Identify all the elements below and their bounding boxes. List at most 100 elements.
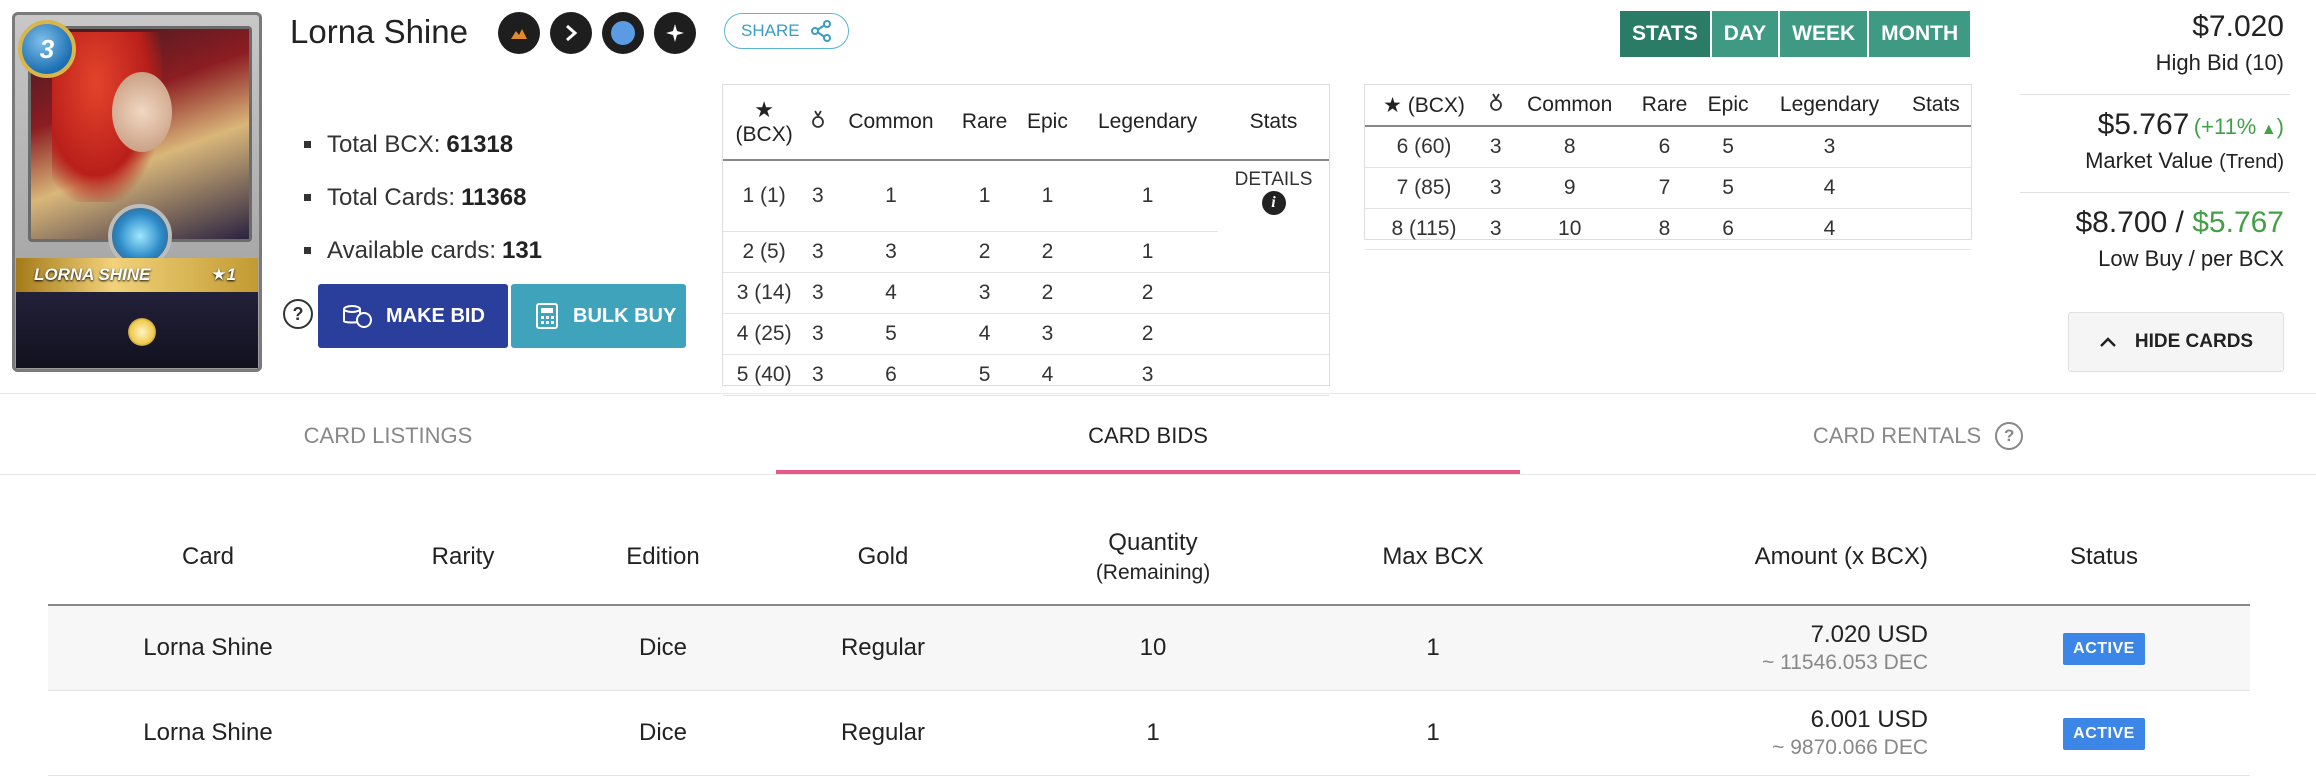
bid-edition: Dice [558, 690, 768, 776]
trend-up-icon: ▲ [2260, 121, 2277, 138]
rare-column-header: Rare [951, 85, 1018, 161]
month-period-button[interactable]: MONTH [1869, 11, 1971, 57]
table-row[interactable]: Lorna Shine Dice Regular 1 1 6.001 USD ~… [48, 690, 2250, 776]
common-column-header: Common [830, 85, 952, 161]
tab-card-listings[interactable]: CARD LISTINGS [303, 423, 473, 448]
help-icon[interactable]: ? [1995, 422, 2024, 450]
make-bid-label: MAKE BID [386, 304, 485, 327]
bid-amount: 7.020 USD ~ 11546.053 DEC [1558, 605, 1958, 691]
active-tab-indicator [776, 470, 1520, 474]
bid-gold: Regular [768, 605, 998, 691]
bid-max-bcx: 1 [1308, 690, 1558, 776]
status-column-header[interactable]: Status [1958, 510, 2250, 606]
card-totals: Total BCX: 61318 Total Cards: 11368 Availa… [304, 118, 542, 277]
info-icon[interactable]: i [1261, 191, 1286, 215]
card-ability-icon [128, 318, 156, 346]
available-cards: Available cards: 131 [304, 224, 542, 277]
bid-amount: 6.001 USD ~ 9870.066 DEC [1558, 690, 1958, 776]
edition-column-header[interactable]: Edition [558, 510, 768, 606]
level-column-header: ★ (BCX) [1365, 85, 1483, 127]
divider [2020, 94, 2290, 95]
rare-column-header: Rare [1631, 85, 1698, 127]
market-value-label: Market Value (Trend) [2085, 148, 2284, 173]
epic-column-header: Epic [1017, 85, 1078, 161]
total-bcx: Total BCX: 61318 [304, 118, 542, 171]
bid-edition: Dice [558, 605, 768, 691]
share-button[interactable]: SHARE [724, 13, 849, 49]
tab-card-bids[interactable]: CARD BIDS [1088, 423, 1208, 448]
per-bcx-price: $5.767 [2192, 206, 2284, 239]
amount-column-header[interactable]: Amount (x BCX) [1558, 510, 1958, 606]
epic-column-header: Epic [1697, 85, 1759, 127]
card-column-header[interactable]: Card [48, 510, 368, 606]
price-panel: $7.020 High Bid (10) $5.767 (+11% ▲) Mar… [2000, 0, 2290, 380]
ribbon-level: ★1 [211, 265, 236, 284]
stats-column-header: Stats [1218, 85, 1329, 161]
ribbon-name: LORNA SHINE [34, 265, 151, 284]
period-toggle: STATS DAY WEEK MONTH [1620, 11, 1971, 57]
market-value-price: $5.767 [2097, 108, 2190, 141]
share-icon [810, 20, 831, 42]
rarity-column-header[interactable]: Rarity [368, 510, 558, 606]
legendary-column-header: Legendary [1077, 85, 1219, 161]
element-icons [498, 12, 696, 54]
stats-period-button[interactable]: STATS [1620, 11, 1710, 57]
mana-cost-badge: 3 [18, 20, 76, 78]
hide-cards-label: HIDE CARDS [2134, 331, 2254, 352]
common-column-header: Common [1508, 85, 1632, 127]
bulk-buy-label: BULK BUY [573, 304, 677, 327]
low-buy-label: Low Buy / per BCX [2098, 246, 2284, 271]
market-value-line: $5.767 (+11% ▲) [2085, 108, 2284, 142]
make-bid-button[interactable]: MAKE BID [318, 284, 508, 348]
status-badge: ACTIVE [2063, 717, 2145, 750]
bid-quantity: 1 [998, 690, 1308, 776]
status-badge: ACTIVE [2063, 632, 2145, 665]
card-name-ribbon: LORNA SHINE ★1 [16, 258, 258, 292]
star-icon: ★ [754, 97, 774, 122]
bid-rarity [368, 605, 558, 691]
bid-card-name: Lorna Shine [48, 690, 368, 776]
share-label: SHARE [741, 21, 800, 40]
help-icon[interactable]: ? [283, 299, 313, 329]
day-period-button[interactable]: DAY [1711, 11, 1779, 57]
quantity-column-header[interactable]: Quantity (Remaining) [998, 510, 1308, 606]
trend-open-paren: ( [2193, 114, 2202, 139]
card-image[interactable]: 3 LORNA SHINE ★1 [12, 12, 262, 372]
bid-status: ACTIVE [1958, 690, 2250, 776]
gold-column-header[interactable]: Gold [768, 510, 998, 606]
gold-foil-column-header [805, 85, 831, 161]
bid-gold: Regular [768, 690, 998, 776]
bulk-buy-button[interactable]: BULK BUY [511, 284, 686, 348]
bid-rarity [368, 690, 558, 776]
bid-quantity: 10 [998, 605, 1308, 691]
trend-percent: +11% [2201, 114, 2257, 139]
card-face-art [112, 72, 172, 152]
fire-ability-icon [498, 12, 540, 54]
low-buy-price: $8.700 / [2075, 206, 2193, 239]
medal-icon [1489, 93, 1502, 111]
calculator-icon [536, 303, 558, 329]
max-bcx-column-header[interactable]: Max BCX [1308, 510, 1558, 606]
level-stats-table-2: ★ (BCX) Common Rare Epic Legendary Stats… [1364, 84, 1972, 250]
bid-max-bcx: 1 [1308, 605, 1558, 691]
bid-status: ACTIVE [1958, 605, 2250, 691]
card-bids-table: Card Rarity Edition Gold Quantity (Remai… [48, 510, 2250, 776]
level-column-header: ★ (BCX) [723, 85, 806, 161]
table-row[interactable]: Lorna Shine Dice Regular 10 1 7.020 USD … [48, 605, 2250, 691]
water-element-icon [602, 12, 644, 54]
hide-cards-button[interactable]: HIDE CARDS [2068, 312, 2284, 372]
details-button[interactable]: DETAILS i [1218, 160, 1329, 273]
sparkle-ability-icon [654, 12, 696, 54]
tab-card-rentals[interactable]: CARD RENTALS ? [1520, 406, 2316, 466]
week-period-button[interactable]: WEEK [1780, 11, 1868, 57]
legendary-column-header: Legendary [1758, 85, 1901, 127]
bid-card-name: Lorna Shine [48, 605, 368, 691]
stats-column-header: Stats [1900, 85, 1971, 127]
